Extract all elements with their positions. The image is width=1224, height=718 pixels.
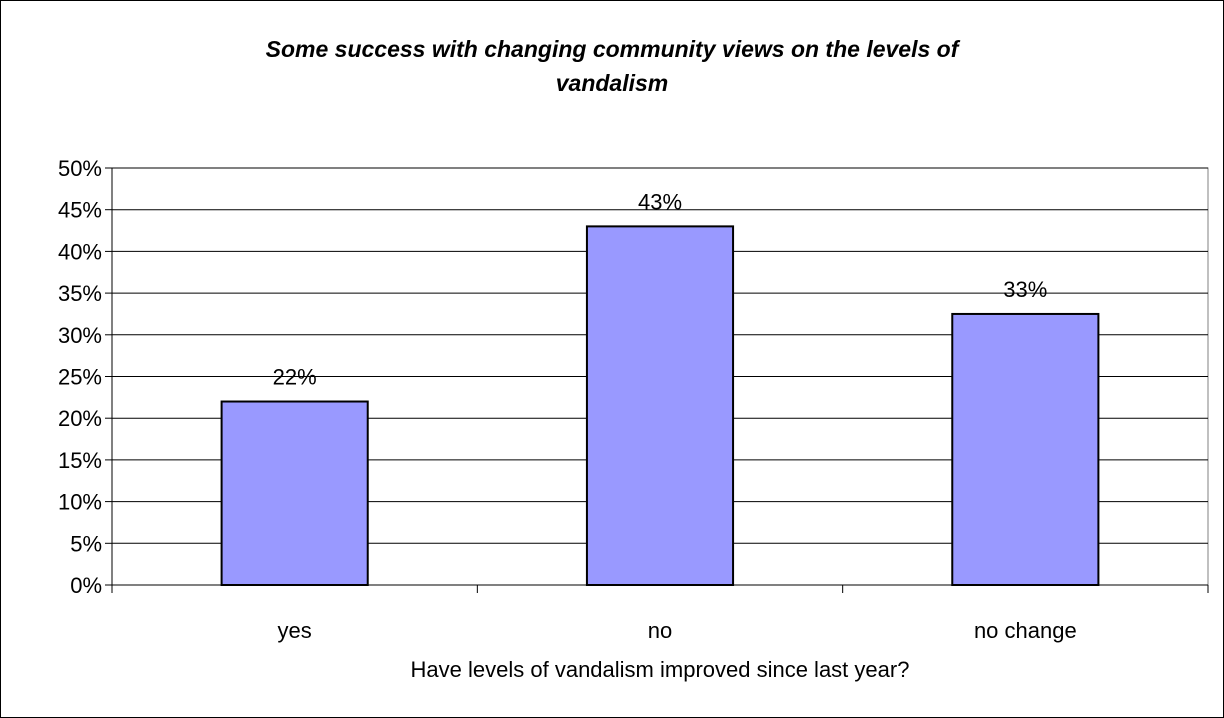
bar-value-label: 33% — [1003, 277, 1047, 302]
y-tick-label: 0% — [70, 573, 102, 598]
x-category-label: yes — [278, 618, 312, 643]
y-tick-label: 5% — [70, 531, 102, 556]
chart-title: Some success with changing community vie… — [0, 32, 1224, 100]
bar-value-label: 22% — [273, 365, 317, 390]
y-tick-label: 50% — [58, 156, 102, 181]
chart-title-line-2: vandalism — [555, 70, 669, 96]
axes — [105, 167, 1209, 593]
y-tick-label: 45% — [58, 198, 102, 223]
x-axis-title: Have levels of vandalism improved since … — [411, 657, 910, 682]
y-tick-label: 35% — [58, 281, 102, 306]
y-tick-label: 20% — [58, 406, 102, 431]
y-tick-label: 40% — [58, 239, 102, 264]
chart-title-line-1: Some success with changing community vie… — [265, 36, 959, 62]
y-tick-label: 25% — [58, 365, 102, 390]
bars — [220, 225, 1100, 586]
bar-no — [585, 225, 735, 586]
y-tick-label: 30% — [58, 323, 102, 348]
x-category-label: no — [648, 618, 672, 643]
bar-no-change — [951, 312, 1100, 586]
y-tick-label: 15% — [58, 448, 102, 473]
bar-yes — [220, 400, 369, 586]
y-tick-label: 10% — [58, 490, 102, 515]
x-category-label: no change — [974, 618, 1077, 643]
labels: 0% 5% 10% 15% 20% 25% 30% 35% 40% 45% 50% 22% yes 43%… — [58, 156, 1077, 643]
bar-value-label: 43% — [638, 189, 682, 214]
